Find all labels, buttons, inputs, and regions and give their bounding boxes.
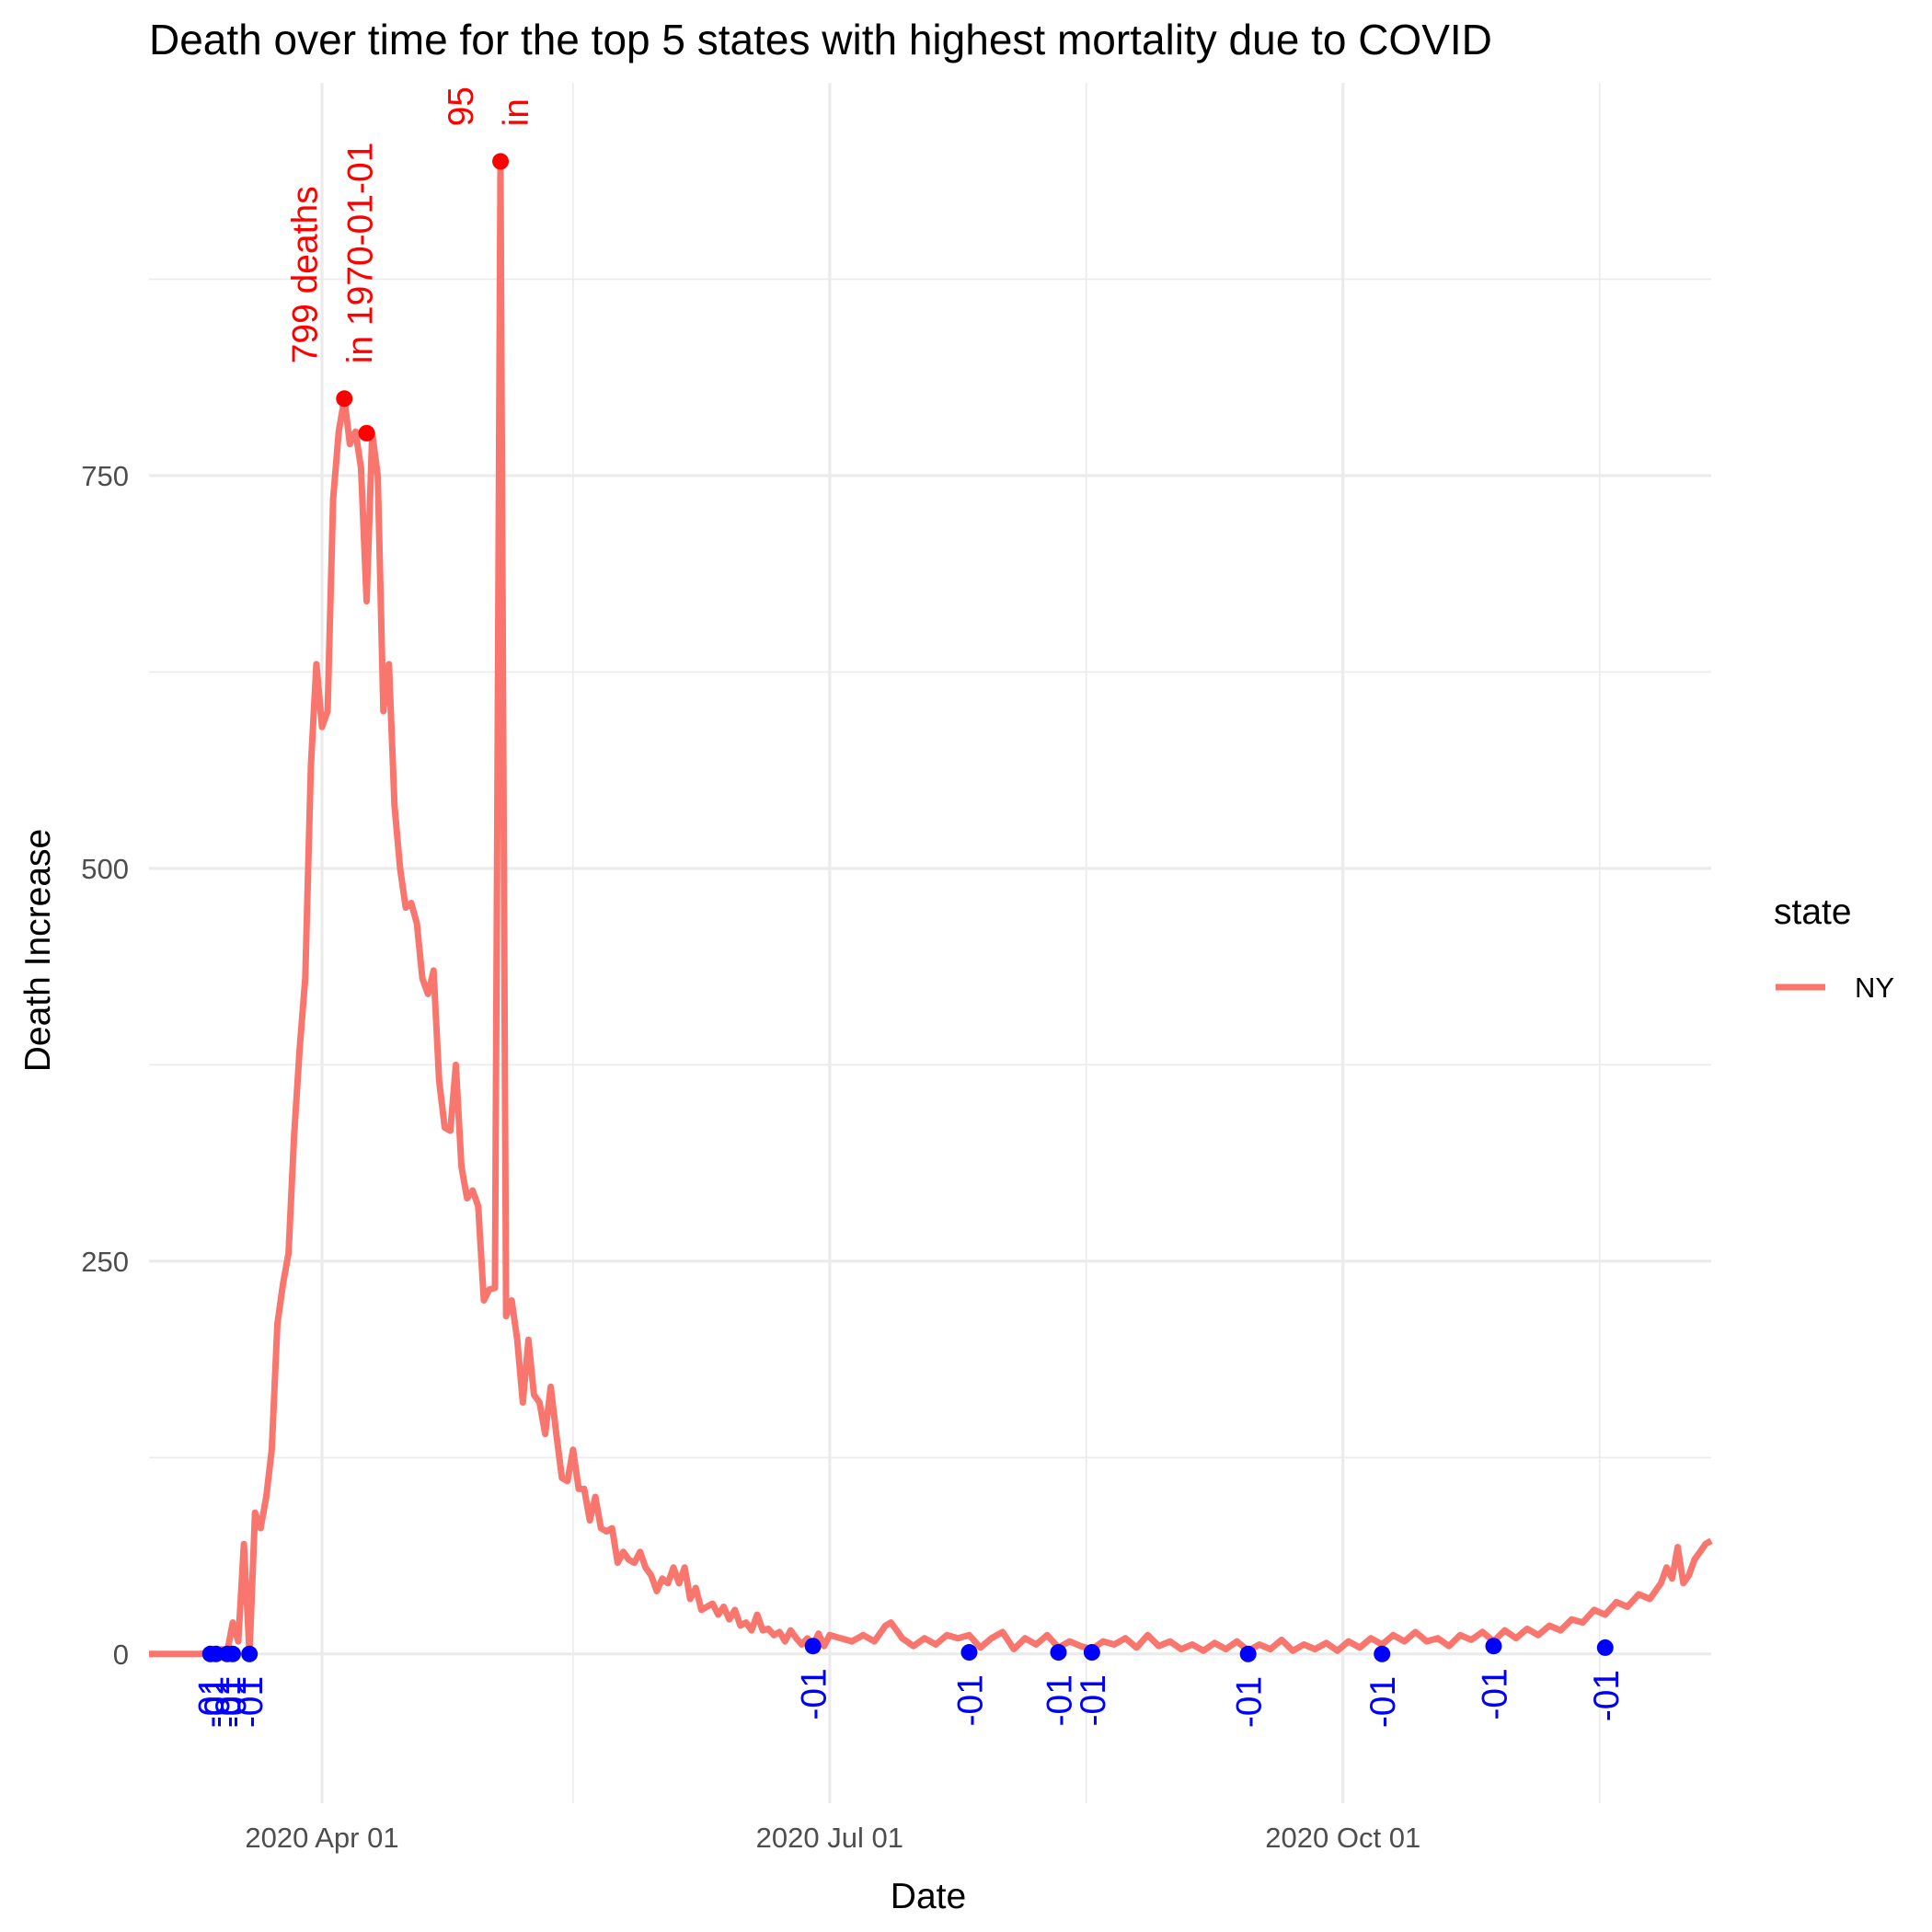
ticks-layer: 0 250 500 750 2020 Apr 01 2020 Jul 01 2020 Oct…	[81, 460, 1420, 1854]
low-point-label: -01	[198, 1676, 237, 1728]
low-point	[1050, 1644, 1067, 1662]
low-point	[1083, 1644, 1100, 1662]
y-tick-label: 0	[113, 1639, 129, 1671]
red-annotation-label: in 1970-01-01	[340, 143, 380, 364]
low-point-label: -01	[1074, 1674, 1113, 1726]
low-point	[224, 1645, 241, 1662]
points-layer	[201, 153, 1614, 1662]
x-axis-title: Date	[891, 1877, 966, 1916]
chart-title: Death over time for the top 5 states wit…	[149, 16, 1492, 63]
series-line-ny	[149, 157, 1713, 1658]
low-point-label: -01	[1230, 1676, 1270, 1728]
low-point-label: -01	[951, 1674, 991, 1726]
low-point-label: -01	[209, 1676, 248, 1728]
low-point-label: -01	[1476, 1668, 1515, 1719]
x-tick-label: 2020 Oct 01	[1265, 1822, 1420, 1854]
y-tick-label: 750	[81, 460, 129, 492]
x-tick-label: 2020 Jul 01	[756, 1822, 903, 1854]
low-point-label: -01	[1363, 1676, 1403, 1728]
x-tick-label: 2020 Apr 01	[245, 1822, 398, 1854]
red-annotation-label: 95	[442, 86, 481, 126]
low-point	[1374, 1645, 1391, 1662]
y-tick-label: 500	[81, 853, 129, 885]
highlight-point	[358, 424, 375, 442]
legend-title: state	[1774, 892, 1852, 932]
y-axis-title: Death Increase	[18, 829, 58, 1073]
low-point-label: -01	[1587, 1670, 1627, 1721]
y-tick-label: 250	[81, 1246, 129, 1278]
red-annotation-label: in	[497, 98, 536, 126]
red-annotation-label: 799 deaths	[285, 186, 325, 363]
low-point-label: -01	[214, 1676, 254, 1728]
series-layer	[149, 157, 1713, 1658]
low-point-label: -01	[795, 1668, 834, 1719]
low-point	[241, 1645, 259, 1662]
grid	[149, 83, 1711, 1803]
low-point-label: -01	[1041, 1674, 1080, 1726]
low-point	[804, 1638, 822, 1655]
highlight-point	[492, 153, 510, 170]
low-point	[1485, 1638, 1502, 1655]
low-point-label: -01	[231, 1676, 270, 1728]
highlight-point	[336, 390, 353, 408]
low-point	[1596, 1639, 1614, 1656]
legend: state NY	[1774, 892, 1894, 1004]
legend-label-ny: NY	[1855, 972, 1894, 1004]
low-point-label: -01	[192, 1676, 232, 1728]
low-point	[960, 1644, 978, 1662]
low-point	[1239, 1645, 1257, 1662]
